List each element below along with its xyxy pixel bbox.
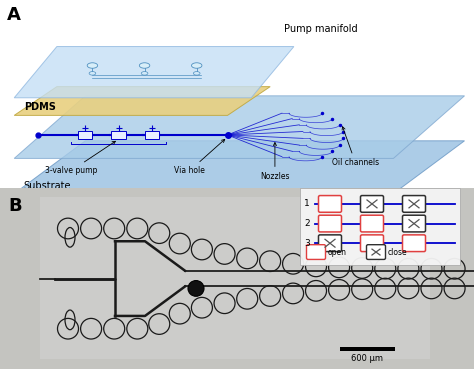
Text: Nozzles: Nozzles [260,142,290,181]
Text: 2: 2 [304,219,310,228]
Bar [111,131,126,139]
Ellipse shape [87,63,98,68]
Polygon shape [14,46,294,98]
Text: Via hole: Via hole [174,139,225,175]
Ellipse shape [191,63,202,68]
Text: 1: 1 [304,199,310,208]
Ellipse shape [193,72,200,75]
Polygon shape [14,87,270,115]
Text: B: B [8,197,22,215]
Text: A: A [7,6,21,24]
Text: Substrate: Substrate [24,181,71,191]
FancyBboxPatch shape [402,235,426,252]
FancyBboxPatch shape [402,196,426,212]
Text: Pump manifold: Pump manifold [284,24,358,34]
FancyBboxPatch shape [361,196,383,212]
Ellipse shape [89,72,96,75]
FancyBboxPatch shape [319,196,341,212]
Bar [145,131,159,139]
FancyBboxPatch shape [319,235,341,252]
Bar [78,131,92,139]
Polygon shape [14,141,465,194]
FancyBboxPatch shape [361,235,383,252]
Text: PDMS: PDMS [24,101,55,111]
Ellipse shape [141,72,148,75]
Bar [340,347,395,351]
Text: close: close [388,248,408,256]
FancyBboxPatch shape [402,215,426,232]
Text: 3-valve pump: 3-valve pump [45,141,115,175]
FancyBboxPatch shape [319,215,341,232]
Text: Oil channels: Oil channels [332,127,379,168]
Text: open: open [328,248,347,256]
FancyBboxPatch shape [366,245,385,259]
Text: 3: 3 [304,239,310,248]
Circle shape [188,280,204,296]
Bar [40,197,430,359]
Text: 600 μm: 600 μm [352,354,383,363]
FancyBboxPatch shape [361,215,383,232]
Ellipse shape [139,63,150,68]
Polygon shape [14,96,465,158]
Bar [300,188,460,265]
FancyBboxPatch shape [307,245,326,259]
